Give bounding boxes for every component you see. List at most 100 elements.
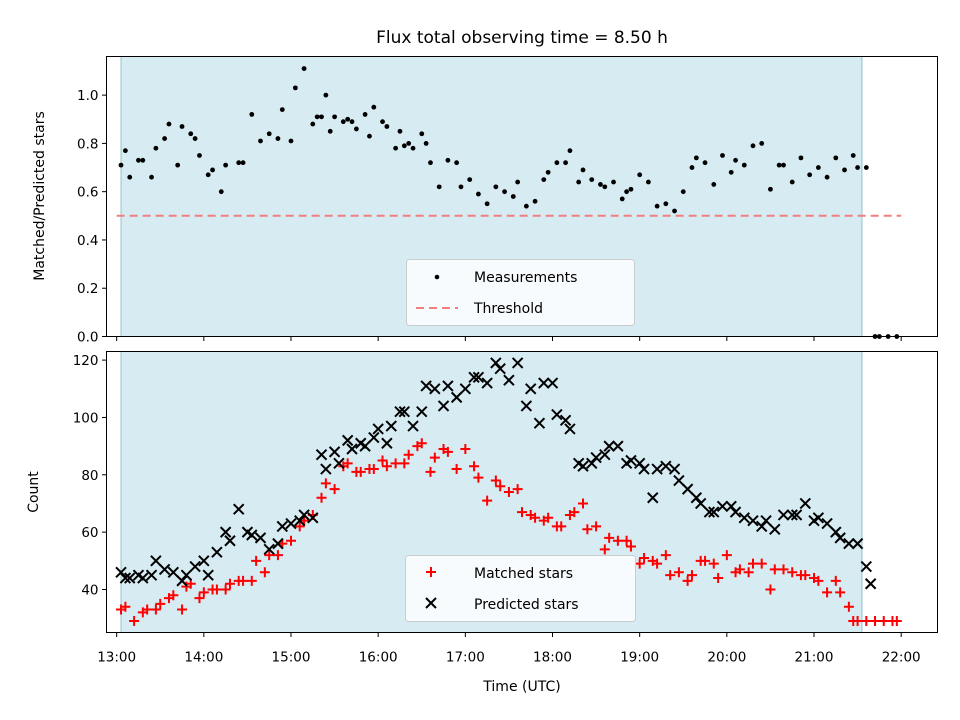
predicted-star-point (694, 497, 707, 510)
measurement-point (349, 119, 355, 125)
measurement-point (576, 179, 582, 185)
predicted-star-point (834, 532, 846, 544)
matched-star-point (830, 575, 841, 586)
predicted-star-point (328, 446, 341, 458)
predicted-star-point (202, 569, 214, 581)
predicted-star-point (851, 537, 864, 550)
measurement-point (824, 174, 830, 180)
measurement-point (720, 153, 725, 158)
predicted-star-point (372, 423, 384, 435)
y-tick-label: 0.4 (77, 233, 98, 249)
measurement-point (776, 162, 782, 168)
matched-star-point (769, 564, 780, 575)
measurement-point (654, 203, 660, 209)
predicted-star-point (224, 535, 236, 547)
predicted-star-point (660, 460, 672, 472)
matched-star-point (569, 507, 580, 518)
measurement-point (162, 136, 168, 141)
measurement-point (118, 162, 124, 168)
x-tick-label: 19:00 (620, 650, 659, 666)
predicted-star-point (285, 517, 297, 530)
predicted-star-point (481, 377, 493, 389)
matched-star-point (150, 604, 161, 615)
measurement-point (515, 179, 521, 185)
predicted-star-point (124, 572, 136, 584)
predicted-star-point (119, 572, 132, 584)
matched-star-point (503, 487, 514, 497)
predicted-star-point (503, 374, 515, 386)
matched-star-point (756, 558, 767, 569)
matched-star-point (604, 532, 615, 543)
predicted-star-point (708, 506, 720, 518)
matched-star-point (220, 584, 231, 595)
matched-star-point (246, 575, 257, 586)
ratio-points (118, 66, 900, 339)
measurement-point (122, 148, 128, 154)
predicted-star-point (538, 377, 550, 389)
measurement-point (567, 148, 573, 154)
predicted-star-point (442, 380, 454, 392)
legend-matched-label: Matched stars (474, 566, 573, 582)
measurement-point (598, 182, 603, 187)
matched-star-point (194, 593, 205, 604)
matched-star-point (377, 455, 388, 466)
measurement-point (554, 160, 560, 166)
ratio-plot-frame (106, 56, 938, 337)
predicted-star-point (158, 563, 171, 576)
predicted-star-point (647, 492, 659, 504)
matched-star-point (355, 466, 366, 477)
matched-star-point (778, 564, 789, 575)
matched-star-point (861, 616, 872, 627)
matched-star-point (429, 452, 440, 463)
matched-star-point (634, 558, 645, 569)
measurement-point (332, 114, 337, 120)
matched-star-point (813, 575, 824, 586)
measurement-point (166, 121, 172, 127)
matched-star-point (512, 484, 523, 495)
matched-star-point (543, 512, 554, 523)
measurement-point (279, 107, 285, 113)
count-y-axis-label: Count (26, 471, 42, 513)
measurement-point (140, 157, 146, 163)
ratio-y-axis-label: Matched/Predicted stars (32, 111, 48, 281)
matched-star-point (211, 584, 222, 595)
matched-star-point (599, 544, 610, 555)
matched-star-point (425, 466, 436, 477)
predicted-star-point (747, 514, 759, 527)
measurement-point (532, 198, 538, 204)
matched-star-point (743, 567, 754, 578)
measurement-point (301, 66, 307, 71)
predicted-star-point (703, 506, 716, 518)
predicted-star-point (232, 503, 245, 515)
count-points (115, 357, 902, 627)
measurement-point (319, 114, 324, 120)
matched-star-point (403, 449, 414, 460)
matched-star-point (800, 570, 811, 581)
matched-star-point (686, 570, 697, 581)
matched-star-point (556, 521, 567, 532)
legend-matched-marker (426, 567, 436, 577)
measurement-point (454, 160, 460, 166)
predicted-star-point (450, 391, 463, 404)
predicted-star-point (551, 408, 563, 421)
measurement-point (428, 160, 433, 166)
matched-star-point (582, 524, 593, 535)
measurement-point (393, 145, 399, 151)
predicted-star-point (359, 440, 371, 452)
measurement-point (672, 208, 677, 214)
y-tick-label: 0.0 (77, 330, 98, 346)
measurement-point (628, 186, 634, 192)
predicted-star-point (760, 514, 772, 527)
measurement-point (249, 112, 255, 117)
matched-star-point (660, 550, 671, 561)
matched-star-point (224, 578, 235, 589)
measurement-point (371, 104, 377, 110)
matched-star-point (652, 558, 663, 569)
measurement-point (188, 131, 194, 137)
x-tick-label: 13:00 (97, 650, 136, 666)
measurement-point (397, 128, 403, 134)
matched-star-point (700, 555, 711, 566)
predicted-star-point (494, 362, 506, 375)
measurement-point (345, 116, 351, 122)
measurement-point (711, 182, 717, 187)
